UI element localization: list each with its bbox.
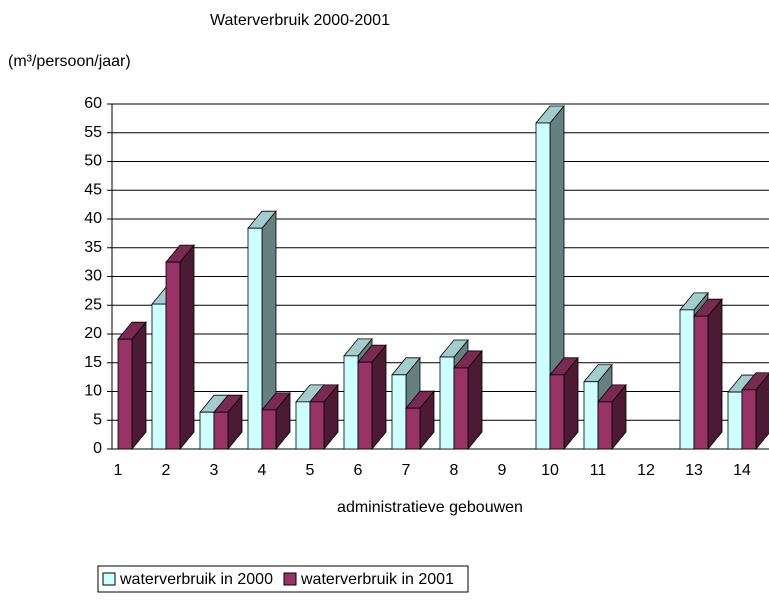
bar	[199, 411, 215, 450]
bar	[693, 315, 709, 450]
x-tick-label: 5	[306, 462, 315, 479]
bar	[151, 303, 167, 450]
x-tick-label: 11	[590, 462, 607, 479]
bar	[213, 411, 229, 450]
bar	[439, 356, 455, 450]
y-tick-label: 15	[84, 354, 102, 371]
bar	[549, 374, 565, 450]
y-tick-label: 5	[93, 411, 102, 428]
bar	[391, 374, 407, 450]
bar-side	[179, 244, 195, 451]
x-tick-label: 1	[114, 462, 123, 479]
y-tick-label: 45	[84, 181, 102, 198]
x-tick-label: 9	[498, 462, 507, 479]
bar	[309, 401, 325, 450]
legend-swatch	[102, 572, 116, 586]
y-tick-label: 0	[93, 440, 102, 457]
bar	[165, 261, 181, 450]
x-tick-label: 8	[450, 462, 459, 479]
legend-label: waterverbruik in 2000	[119, 571, 273, 588]
bar	[117, 338, 133, 450]
y-tick-label: 60	[84, 95, 102, 112]
bar	[405, 407, 421, 450]
x-tick-label: 12	[637, 462, 655, 479]
bar	[295, 401, 311, 450]
x-tick-label: 13	[685, 462, 703, 479]
bar	[741, 389, 757, 450]
bar	[343, 355, 359, 450]
bar	[357, 361, 373, 450]
bar	[535, 122, 551, 450]
bar	[261, 409, 277, 450]
bar-side	[707, 298, 723, 451]
legend-label: waterverbruik in 2001	[300, 571, 454, 588]
bar	[597, 401, 613, 450]
x-tick-label: 10	[541, 462, 559, 479]
y-axis-label: (m³/persoon/jaar)	[8, 53, 131, 70]
legend-swatch	[283, 572, 297, 586]
y-tick-label: 25	[84, 296, 102, 313]
x-tick-label: 3	[210, 462, 219, 479]
x-tick-label: 14	[733, 462, 751, 479]
bar-side	[371, 344, 387, 451]
y-tick-label: 55	[84, 124, 102, 141]
y-tick-label: 40	[84, 210, 102, 227]
legend-box	[97, 565, 469, 593]
x-tick-label: 2	[162, 462, 171, 479]
x-tick-label: 4	[258, 462, 267, 479]
x-tick-label: 7	[402, 462, 411, 479]
y-tick-label: 10	[84, 383, 102, 400]
bar	[247, 227, 263, 450]
bar-side	[131, 321, 147, 451]
chart-title: Waterverbruik 2000-2001	[210, 12, 390, 29]
y-tick-label: 30	[84, 268, 102, 285]
y-tick-label: 50	[84, 153, 102, 170]
bar	[679, 309, 695, 450]
y-tick-label: 20	[84, 325, 102, 342]
bar	[453, 367, 469, 450]
x-axis-label: administratieve gebouwen	[337, 499, 523, 516]
bar	[583, 381, 599, 450]
bar	[727, 391, 743, 450]
y-tick-label: 35	[84, 239, 102, 256]
x-tick-label: 6	[354, 462, 363, 479]
